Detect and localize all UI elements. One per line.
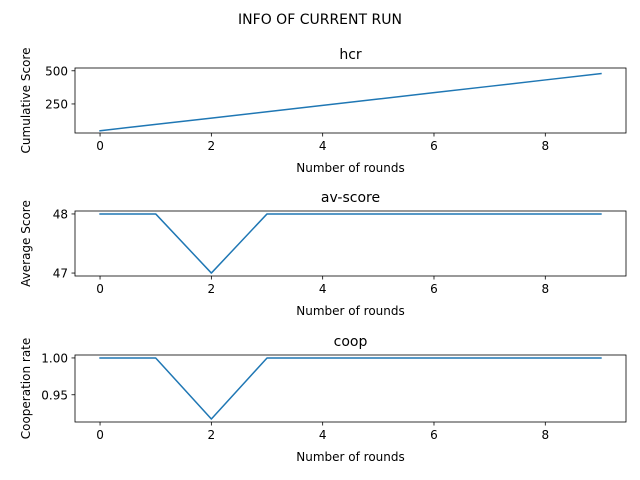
y-tick-label: 48	[53, 207, 68, 221]
x-tick-label: 6	[430, 139, 438, 153]
x-axis-label: Number of rounds	[296, 450, 405, 464]
x-tick-label: 8	[541, 139, 549, 153]
y-axis-label: Average Score	[19, 200, 33, 287]
y-axis-label: Cooperation rate	[19, 338, 33, 440]
x-tick-label: 2	[208, 282, 216, 296]
axes-frame	[74, 354, 627, 423]
x-tick-label: 6	[430, 428, 438, 442]
x-tick-label: 2	[208, 139, 216, 153]
x-tick-label: 8	[541, 428, 549, 442]
y-tick-label: 47	[53, 267, 68, 281]
y-tick-label: 250	[45, 97, 68, 111]
subplot-coop: 0 2 4 6 8 0.95 1.00 coop Number of rounds Coopera…	[19, 334, 627, 464]
x-axis-label: Number of rounds	[296, 161, 405, 175]
x-axis-label: Number of rounds	[296, 304, 405, 318]
y-tick-label: 500	[45, 64, 68, 78]
x-tick-label: 2	[208, 428, 216, 442]
axes-frame	[74, 210, 627, 277]
y-axis-label: Cumulative Score	[19, 48, 33, 154]
subplot-title: hcr	[339, 47, 362, 63]
series-line-hcr	[99, 72, 602, 132]
axes-frame	[74, 67, 627, 134]
series-line-coop	[99, 357, 602, 420]
x-tick-label: 6	[430, 282, 438, 296]
x-tick-label: 4	[319, 282, 327, 296]
subplot-title: av-score	[321, 190, 380, 206]
series-line-av-score	[99, 213, 602, 274]
x-tick-label: 8	[541, 282, 549, 296]
x-tick-label: 0	[96, 282, 104, 296]
subplot-hcr: 0 2 4 6 8 250 500 hcr Number of rounds Cumulative…	[19, 47, 627, 175]
subplot-av-score: 0 2 4 6 8 47 48 av-score Number of rounds Average…	[19, 190, 627, 318]
subplot-title: coop	[334, 334, 368, 350]
x-tick-label: 0	[96, 139, 104, 153]
y-tick-label: 1.00	[41, 351, 68, 365]
x-tick-label: 4	[319, 428, 327, 442]
x-tick-label: 4	[319, 139, 327, 153]
x-tick-label: 0	[96, 428, 104, 442]
figure-title: INFO OF CURRENT RUN	[238, 12, 402, 28]
y-tick-label: 0.95	[41, 388, 68, 402]
